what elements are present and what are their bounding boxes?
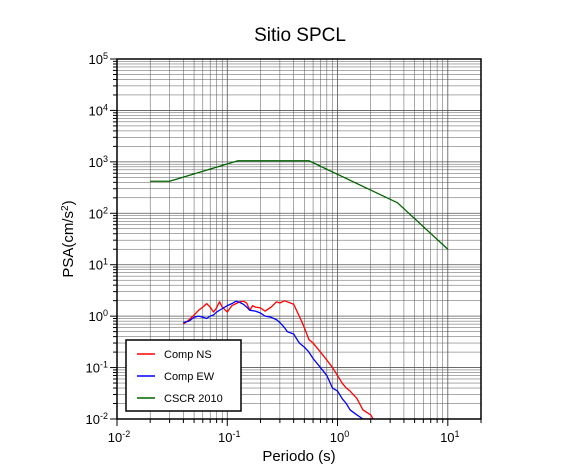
y-tick-label: 104 — [89, 102, 108, 118]
x-tick-labels: 10-2 10-1 100 101 — [108, 429, 460, 445]
y-tick-labels: 10-2 10-1 100 101 102 103 104 105 — [86, 51, 108, 427]
y-axis-label-end: ) — [60, 200, 77, 205]
y-tick-label: 10-2 — [86, 411, 108, 427]
y-axis-label-base: PSA(cm/s — [60, 211, 77, 278]
legend-label-ns: Comp NS — [164, 349, 212, 361]
y-tick-label: 101 — [89, 257, 108, 273]
x-axis-label: Periodo (s) — [262, 448, 335, 465]
axis-ticks — [110, 58, 482, 426]
x-tick-label: 100 — [330, 429, 349, 445]
series-line-2 — [150, 160, 449, 250]
legend-label-ew: Comp EW — [164, 371, 215, 383]
y-tick-label: 103 — [89, 154, 108, 170]
legend-label-cscr: CSCR 2010 — [164, 393, 223, 405]
plot-frame — [116, 58, 482, 420]
y-axis-label: PSA(cm/s2) — [60, 200, 78, 277]
x-tick-label: 10-2 — [108, 429, 130, 445]
legend: Comp NS Comp EW CSCR 2010 — [125, 339, 242, 412]
x-tick-label: 101 — [440, 429, 459, 445]
y-tick-label: 105 — [89, 51, 108, 67]
y-tick-label: 100 — [89, 308, 108, 324]
plot-grid — [116, 58, 482, 420]
series-line-1 — [183, 300, 373, 419]
y-axis-label-sup: 2 — [60, 205, 71, 211]
chart-title: Sitio SPCL — [254, 25, 346, 46]
x-tick-label: 10-1 — [218, 429, 240, 445]
series-layer — [150, 160, 449, 419]
y-tick-label: 102 — [89, 205, 108, 221]
series-line-0 — [182, 300, 374, 419]
y-tick-label: 10-1 — [86, 360, 108, 376]
